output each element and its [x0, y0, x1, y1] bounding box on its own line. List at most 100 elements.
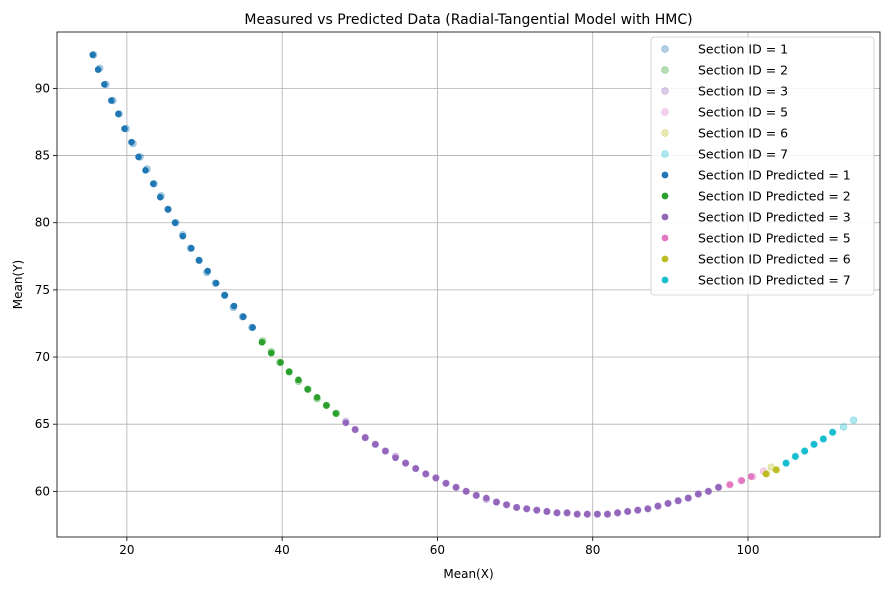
predicted-point — [392, 454, 399, 462]
predicted-point — [372, 441, 379, 448]
predicted-point — [267, 349, 275, 357]
predicted-point — [747, 473, 755, 480]
predicted-point — [644, 505, 652, 513]
measured-point — [849, 416, 858, 424]
predicted-point — [614, 509, 621, 517]
predicted-point — [772, 466, 780, 474]
predicted-point — [295, 376, 302, 384]
predicted-point — [792, 453, 799, 460]
predicted-point — [664, 500, 672, 507]
x-tick-label: 20 — [119, 543, 134, 557]
legend-entry: Section ID = 3 — [698, 84, 788, 99]
legend-entry: Section ID Predicted = 5 — [698, 231, 851, 246]
predicted-point — [634, 506, 642, 514]
predicted-point — [432, 474, 440, 482]
predicted-point — [195, 257, 203, 264]
predicted-point — [738, 477, 746, 484]
predicted-point — [674, 497, 682, 505]
legend-entry: Section ID Predicted = 1 — [698, 168, 851, 183]
data-points — [89, 51, 858, 518]
predicted-point — [108, 97, 115, 104]
legend-marker — [661, 66, 669, 74]
predicted-point — [695, 490, 702, 498]
predicted-point — [313, 394, 321, 401]
y-tick-label: 75 — [35, 283, 50, 297]
predicted-point — [563, 509, 571, 517]
legend-entry: Section ID Predicted = 7 — [698, 273, 851, 288]
x-tick-label: 60 — [430, 543, 445, 557]
predicted-point — [135, 153, 142, 161]
predicted-point — [503, 501, 510, 509]
plot-frame — [56, 31, 881, 538]
predicted-point — [212, 279, 220, 287]
measured-point — [839, 423, 848, 431]
legend-entry: Section ID = 5 — [698, 105, 788, 120]
legend-marker — [661, 171, 669, 179]
legend-marker — [661, 192, 669, 200]
predicted-point — [594, 510, 601, 518]
predicted-point — [472, 492, 480, 499]
y-tick-label: 70 — [35, 350, 50, 364]
predicted-point — [402, 459, 409, 467]
x-tick-label: 100 — [737, 543, 760, 557]
predicted-point — [422, 470, 430, 478]
y-axis-label: Mean(Y) — [11, 260, 25, 309]
predicted-point — [726, 481, 734, 488]
legend-marker — [661, 234, 669, 242]
predicted-point — [462, 488, 470, 495]
predicted-point — [188, 244, 195, 252]
y-tick-label: 85 — [35, 149, 50, 163]
predicted-point — [553, 509, 561, 517]
predicted-point — [412, 465, 420, 472]
legend-entry: Section ID Predicted = 2 — [698, 189, 851, 204]
predicted-point — [332, 410, 340, 417]
legend-marker — [661, 276, 669, 284]
predicted-point — [121, 125, 128, 133]
x-axis-label: Mean(X) — [443, 567, 493, 581]
predicted-point — [171, 219, 179, 227]
x-axis-ticks: 20 40 60 80 100 — [119, 537, 759, 557]
predicted-point — [442, 479, 450, 487]
predicted-point — [149, 180, 157, 188]
y-tick-label: 80 — [35, 216, 50, 230]
legend-marker — [661, 150, 669, 158]
legend-entry: Section ID = 6 — [698, 126, 788, 141]
predicted-point — [304, 385, 312, 393]
predicted-point — [382, 447, 389, 455]
legend-box — [650, 36, 875, 296]
legend-marker — [661, 87, 669, 95]
predicted-point — [493, 498, 500, 506]
predicted-point — [573, 510, 581, 518]
y-axis-ticks: 60 65 70 75 80 85 90 — [35, 81, 57, 498]
predicted-point — [762, 470, 770, 478]
predicted-point — [221, 291, 229, 299]
predicted-point — [810, 441, 818, 448]
predicted-point — [164, 205, 172, 213]
y-tick-label: 90 — [35, 81, 50, 95]
predicted-point — [820, 435, 827, 443]
predicted-point — [483, 494, 490, 502]
predicted-point — [684, 494, 692, 502]
predicted-point — [115, 110, 122, 118]
predicted-point — [285, 368, 293, 376]
legend: Section ID = 1 Section ID = 2 Section ID =… — [650, 36, 875, 296]
predicted-point — [654, 502, 662, 510]
predicted-point — [230, 302, 238, 310]
chart-title: Measured vs Predicted Data (Radial-Tange… — [244, 12, 692, 28]
y-tick-label: 60 — [35, 484, 50, 498]
y-tick-label: 65 — [35, 417, 50, 431]
predicted-point — [94, 66, 102, 73]
predicted-point — [801, 447, 808, 455]
legend-marker — [661, 45, 669, 53]
predicted-point — [705, 488, 712, 495]
predicted-point — [604, 510, 611, 518]
legend-marker — [661, 129, 669, 137]
legend-entry: Section ID = 1 — [698, 42, 788, 57]
predicted-point — [128, 138, 135, 146]
predicted-point — [240, 313, 247, 321]
predicted-point — [342, 419, 350, 427]
legend-entry: Section ID = 2 — [698, 63, 788, 78]
predicted-point — [782, 459, 790, 467]
predicted-point — [624, 508, 631, 515]
